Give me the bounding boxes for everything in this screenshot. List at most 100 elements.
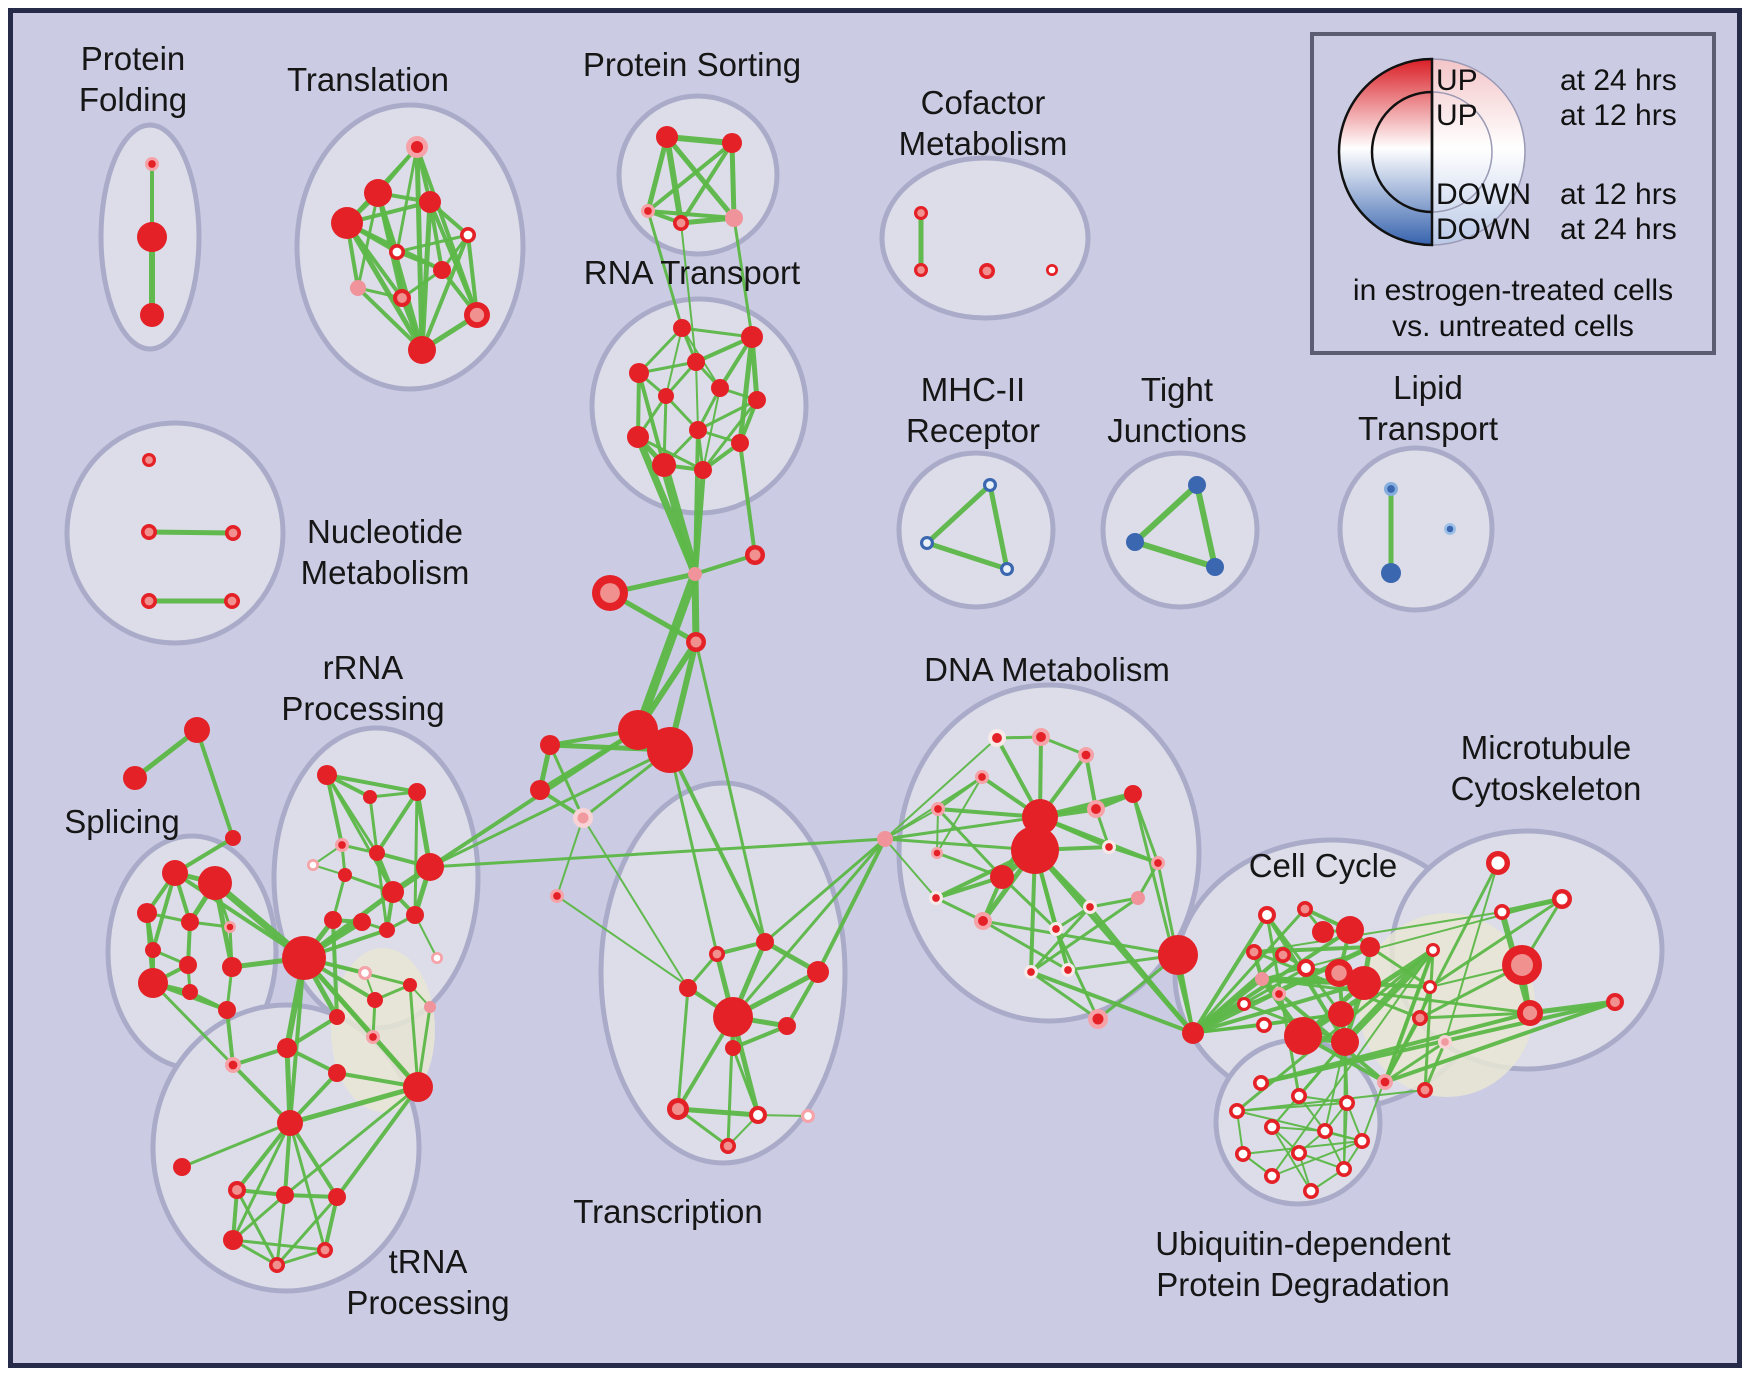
network-node-105[interactable] [218,1001,236,1019]
network-node-61[interactable] [807,961,829,983]
network-node-33[interactable] [141,524,157,540]
network-node-27[interactable] [1126,533,1144,551]
network-node-41[interactable] [711,379,729,397]
network-node-63[interactable] [713,997,753,1037]
network-node-19[interactable] [914,206,928,220]
network-node-135[interactable] [1049,922,1063,936]
network-node-80[interactable] [338,868,352,882]
network-node-99[interactable] [224,921,236,933]
network-node-71[interactable] [184,717,210,743]
network-node-159[interactable] [1423,980,1437,994]
network-node-30[interactable] [1381,563,1401,583]
network-node-115[interactable] [223,1230,243,1250]
network-node-97[interactable] [137,903,157,923]
network-node-55[interactable] [540,735,560,755]
network-node-102[interactable] [138,968,168,998]
network-node-142[interactable] [1297,901,1313,917]
network-node-124[interactable] [1087,800,1105,818]
network-node-42[interactable] [658,388,674,404]
network-node-21[interactable] [979,263,995,279]
network-node-74[interactable] [317,765,337,785]
network-node-179[interactable] [1336,1161,1352,1177]
network-node-180[interactable] [1264,1168,1280,1184]
network-node-59[interactable] [756,933,774,951]
network-node-77[interactable] [335,838,349,852]
network-node-127[interactable] [931,847,943,859]
network-node-18[interactable] [725,209,743,227]
network-node-78[interactable] [307,859,319,871]
network-node-76[interactable] [408,783,426,801]
network-node-116[interactable] [317,1242,333,1258]
network-node-69[interactable] [720,1138,736,1154]
network-node-121[interactable] [975,770,989,784]
network-node-152[interactable] [1272,987,1286,1001]
network-node-75[interactable] [363,790,377,804]
network-node-34[interactable] [225,525,241,541]
network-node-32[interactable] [142,453,156,467]
network-node-11[interactable] [393,289,411,307]
network-node-45[interactable] [627,426,649,448]
network-node-126[interactable] [1011,826,1059,874]
network-node-146[interactable] [1246,944,1262,960]
network-node-104[interactable] [222,957,242,977]
network-node-133[interactable] [1083,900,1097,914]
network-node-13[interactable] [408,336,436,364]
network-node-90[interactable] [403,978,417,992]
network-node-36[interactable] [224,593,240,609]
network-node-28[interactable] [1206,558,1224,576]
network-node-156[interactable] [1284,1017,1322,1055]
network-node-111[interactable] [173,1158,191,1176]
network-node-20[interactable] [914,263,928,277]
network-node-172[interactable] [1339,1095,1355,1111]
network-node-100[interactable] [145,942,161,958]
network-node-2[interactable] [140,303,164,327]
network-node-125[interactable] [1022,799,1058,835]
network-node-154[interactable] [1256,1017,1272,1033]
network-node-128[interactable] [1102,840,1116,854]
network-node-66[interactable] [667,1098,689,1120]
network-node-157[interactable] [1331,1028,1359,1056]
network-node-119[interactable] [1032,728,1050,746]
network-node-16[interactable] [641,204,655,218]
network-node-122[interactable] [931,802,945,816]
network-node-14[interactable] [656,126,678,148]
network-node-138[interactable] [1088,1009,1108,1029]
network-node-82[interactable] [382,881,404,903]
network-node-3[interactable] [406,136,428,158]
network-node-96[interactable] [198,866,232,900]
network-node-92[interactable] [424,1001,436,1013]
network-node-147[interactable] [1275,947,1291,963]
network-node-176[interactable] [1354,1133,1370,1149]
network-node-181[interactable] [1303,1183,1319,1199]
network-node-23[interactable] [983,478,997,492]
network-node-1[interactable] [137,222,167,252]
network-node-31[interactable] [1444,523,1456,535]
network-node-169[interactable] [1606,993,1624,1011]
network-node-52[interactable] [686,632,706,652]
network-node-62[interactable] [679,979,697,997]
network-node-87[interactable] [282,936,326,980]
network-node-50[interactable] [688,567,702,581]
network-node-136[interactable] [1024,965,1038,979]
network-node-165[interactable] [1552,889,1572,909]
network-node-15[interactable] [722,133,742,153]
network-node-60[interactable] [709,946,725,962]
network-node-151[interactable] [1255,972,1269,986]
network-node-44[interactable] [689,421,707,439]
network-node-9[interactable] [433,261,451,279]
network-node-162[interactable] [1417,1082,1433,1098]
network-node-22[interactable] [1046,264,1058,276]
network-node-58[interactable] [550,889,564,903]
network-node-37[interactable] [673,319,691,337]
network-node-166[interactable] [1494,904,1510,920]
network-node-178[interactable] [1291,1145,1307,1161]
network-node-158[interactable] [1426,943,1440,957]
network-node-118[interactable] [988,729,1006,747]
network-node-26[interactable] [1188,476,1206,494]
network-node-170[interactable] [1253,1075,1269,1091]
network-node-123[interactable] [1124,785,1142,803]
network-node-149[interactable] [1325,959,1353,987]
network-node-101[interactable] [179,956,197,974]
network-node-81[interactable] [416,853,444,881]
network-node-67[interactable] [749,1106,767,1124]
